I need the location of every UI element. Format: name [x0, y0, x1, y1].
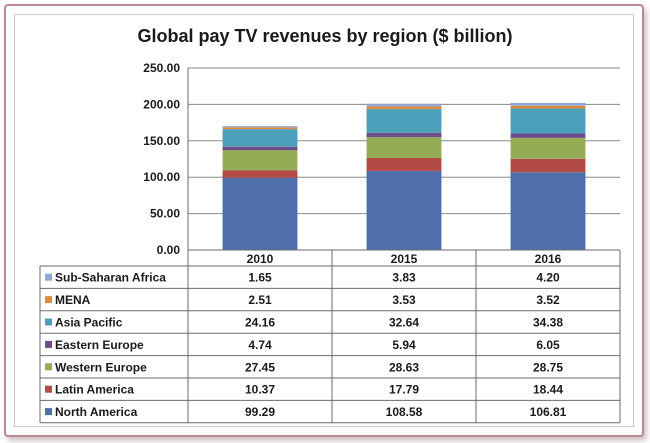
y-tick-label: 0.00: [157, 243, 181, 257]
legend-swatch: [45, 318, 52, 326]
data-label: 4.74: [248, 338, 272, 352]
data-label: 28.75: [533, 360, 563, 374]
data-label: 6.05: [536, 338, 560, 352]
y-tick-label: 100.00: [143, 170, 180, 184]
bar-segment: [222, 146, 298, 151]
data-label: 17.79: [389, 383, 419, 397]
y-tick-label: 50.00: [150, 207, 180, 221]
data-label: 1.65: [248, 271, 272, 285]
data-label: 3.52: [536, 293, 560, 307]
data-label: 108.58: [386, 405, 423, 419]
legend-entry: Western Europe: [55, 360, 147, 374]
data-label: 3.53: [392, 293, 416, 307]
bar-segment: [366, 170, 442, 250]
legend-entry: Sub-Saharan Africa: [55, 271, 166, 285]
y-tick-label: 250.00: [143, 61, 180, 75]
chart-frame-inner: [14, 14, 634, 427]
bar-segment: [222, 127, 298, 130]
data-label: 4.20: [536, 271, 560, 285]
bar-segment: [366, 137, 442, 159]
bar-segment: [366, 132, 442, 138]
bar-segment: [366, 158, 442, 171]
bar-segment: [366, 106, 442, 110]
bar-segment: [222, 126, 298, 128]
data-label: 2.51: [248, 293, 272, 307]
bar-segment: [510, 133, 586, 138]
bar-segment: [222, 129, 298, 147]
bar-segment: [222, 177, 298, 250]
legend-entry: MENA: [55, 293, 91, 307]
legend-swatch: [45, 273, 52, 281]
bar-segment: [510, 158, 586, 173]
data-label: 3.83: [392, 271, 416, 285]
x-category-label: 2016: [535, 252, 562, 266]
data-label: 99.29: [245, 405, 275, 419]
data-label: 106.81: [530, 405, 567, 419]
chart-title: Global pay TV revenues by region ($ bill…: [137, 26, 512, 46]
legend-entry: Latin America: [55, 383, 134, 397]
bars: [222, 102, 586, 250]
y-tick-label: 200.00: [143, 97, 180, 111]
data-label: 32.64: [389, 316, 419, 330]
legend-entry: Eastern Europe: [55, 338, 144, 352]
legend-swatch: [45, 385, 52, 393]
data-label: 24.16: [245, 316, 275, 330]
legend-swatch: [45, 296, 52, 304]
bar-segment: [222, 170, 298, 178]
bar-segment: [510, 172, 586, 250]
data-label: 10.37: [245, 383, 275, 397]
x-category-label: 2015: [391, 252, 418, 266]
bar-segment: [222, 150, 298, 171]
legend-entry: Asia Pacific: [55, 316, 123, 330]
bar-segment: [366, 109, 442, 133]
legend-swatch: [45, 363, 52, 371]
bar-segment: [510, 108, 586, 134]
legend-entry: North America: [55, 405, 138, 419]
x-category-label: 2010: [247, 252, 274, 266]
data-label: 34.38: [533, 316, 563, 330]
bar-segment: [510, 102, 586, 106]
y-tick-label: 150.00: [143, 134, 180, 148]
bar-segment: [510, 105, 586, 109]
data-label: 27.45: [245, 360, 275, 374]
bar-segment: [510, 137, 586, 159]
legend-swatch: [45, 408, 52, 416]
data-label: 18.44: [533, 383, 563, 397]
data-label: 5.94: [392, 338, 416, 352]
data-table: 2010 2015 2016 Sub-Saharan Africa 1.65 3.83 4.…: [39, 249, 621, 424]
legend-swatch: [45, 340, 52, 348]
data-label: 28.63: [389, 360, 419, 374]
bar-segment: [366, 103, 442, 107]
y-axis: 0.00 50.00 100.00 150.00 200.00 250.00: [143, 61, 189, 257]
